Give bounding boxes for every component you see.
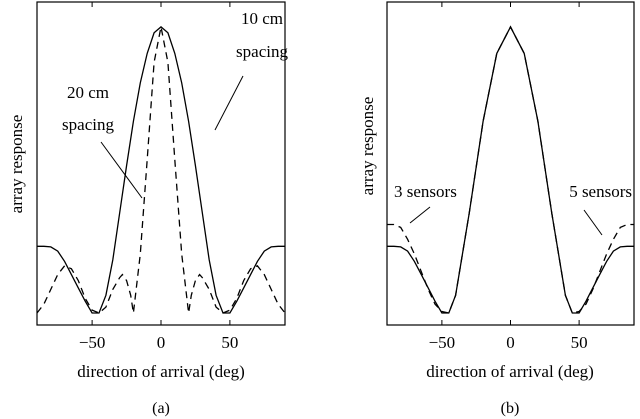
panel-b-annot-5-sensors: 5 sensors [569, 182, 632, 201]
panel-b-xlabel: direction of arrival (deg) [426, 362, 594, 381]
panel-b: array response direction of arrival (deg… [358, 1, 635, 417]
panel-b-frame [386, 1, 635, 326]
panel-a-annot-10cm-line2: spacing [236, 42, 288, 61]
panel-b-ticks: −50 0 50 [429, 2, 588, 352]
panel-b-leader-5-sensors [583, 209, 603, 236]
panel-a-leader-10cm [214, 75, 244, 131]
panel-b-ylabel: array response [358, 97, 377, 196]
panel-b-xtick-label: 0 [506, 333, 515, 352]
panel-b-series-solid [387, 25, 634, 314]
panel-a-series-solid [37, 26, 285, 314]
panel-a-leader-20cm [100, 141, 143, 199]
panel-b-annot-3-sensors: 3 sensors [394, 182, 457, 201]
panel-a-annot-20cm-line1: 20 cm [67, 83, 109, 102]
panel-a: array response direction of arrival (deg… [7, 1, 288, 417]
panel-a-curves [36, 26, 286, 314]
panel-b-xtick-label: 50 [571, 333, 588, 352]
panel-a-annot-20cm-line2: spacing [62, 115, 114, 134]
panel-a-xtick-label: −50 [79, 333, 106, 352]
panel-b-series-dashed [387, 25, 634, 314]
panel-b-curves [387, 25, 634, 314]
panel-a-xtick-label: 50 [221, 333, 238, 352]
panel-a-xlabel: direction of arrival (deg) [77, 362, 245, 381]
panel-b-leader-3-sensors [409, 206, 431, 224]
panel-b-xtick-label: −50 [429, 333, 456, 352]
panel-b-label: (b) [501, 400, 520, 417]
panel-a-annot-10cm-line1: 10 cm [241, 9, 283, 28]
panel-a-ticks: −50 0 50 [79, 2, 238, 352]
panel-a-series-dashed [36, 26, 286, 314]
panel-a-xtick-label: 0 [157, 333, 166, 352]
panel-a-label: (a) [152, 400, 170, 417]
panel-a-ylabel: array response [7, 115, 26, 214]
